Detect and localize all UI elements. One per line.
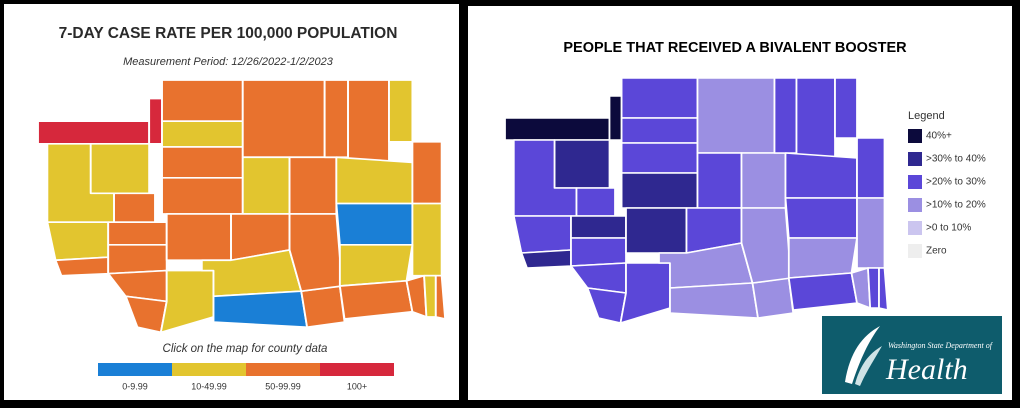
legend-swatch (908, 244, 922, 258)
county (696, 77, 776, 154)
county[interactable] (148, 97, 163, 145)
logo-leaf (855, 346, 882, 386)
legend-swatch (908, 152, 922, 166)
county (787, 272, 858, 311)
county (570, 237, 627, 267)
county[interactable] (241, 156, 291, 215)
legend-swatch (908, 129, 922, 143)
booster-legend: 40%+ >30% to 40% >20% to 30% >10% to 20% >0 … (908, 129, 986, 258)
county[interactable] (46, 221, 110, 262)
county[interactable] (54, 256, 110, 277)
county (856, 197, 886, 269)
county[interactable] (338, 243, 414, 287)
county[interactable] (323, 79, 349, 159)
left-title: 7-DAY CASE RATE PER 100,000 POPULATION (59, 25, 398, 42)
county (787, 237, 858, 279)
county (751, 277, 795, 319)
county (512, 215, 572, 254)
county (570, 215, 627, 239)
county (856, 137, 886, 199)
county[interactable] (423, 274, 437, 318)
county[interactable] (37, 120, 151, 145)
booster-map (504, 77, 889, 324)
county (608, 95, 623, 141)
county[interactable] (411, 140, 443, 205)
county (575, 187, 616, 217)
health-logo: Washington State Department of Health (822, 316, 1002, 394)
county (620, 172, 699, 209)
county[interactable] (288, 213, 344, 292)
county[interactable] (161, 79, 244, 123)
county (620, 142, 699, 174)
county[interactable] (212, 290, 309, 329)
legend-label: >10% to 20% (926, 200, 986, 211)
left-subtitle: Measurement Period: 12/26/2022-1/2/2023 (123, 56, 334, 68)
right-title: PEOPLE THAT RECEIVED A BIVALENT BOOSTER (563, 40, 907, 56)
legend-label: >20% to 30% (926, 177, 986, 188)
county (834, 77, 858, 139)
logo-line2: Health (885, 353, 968, 386)
county[interactable] (161, 146, 244, 179)
county (878, 267, 889, 311)
county (620, 117, 699, 144)
legend-swatch (908, 198, 922, 212)
legend-label: 100+ (347, 381, 367, 391)
county (669, 282, 759, 319)
county (625, 207, 688, 254)
case-rate-legend: 0-9.99 10-49.99 50-99.99 100+ (98, 363, 394, 391)
county (773, 77, 798, 154)
county[interactable] (335, 202, 414, 246)
legend-label: 0-9.99 (122, 381, 148, 391)
legend-label: 10-49.99 (191, 381, 227, 391)
county (740, 152, 787, 209)
legend-label: 40%+ (926, 131, 952, 142)
legend-swatch (908, 175, 922, 189)
county (696, 152, 743, 209)
legend-label: Zero (926, 246, 947, 257)
county[interactable] (347, 79, 390, 164)
county[interactable] (411, 202, 443, 277)
legend-swatch (320, 363, 394, 376)
county[interactable] (113, 192, 156, 223)
county[interactable] (241, 79, 326, 159)
legend-label: >30% to 40% (926, 154, 986, 165)
legend-swatch (98, 363, 172, 376)
county[interactable] (89, 143, 151, 195)
county[interactable] (338, 280, 414, 320)
county[interactable] (107, 221, 168, 246)
county[interactable] (165, 213, 232, 262)
case-rate-map (37, 79, 447, 334)
county (553, 139, 611, 189)
county[interactable] (388, 79, 414, 143)
county[interactable] (161, 177, 244, 215)
county[interactable] (335, 156, 414, 205)
county (740, 207, 792, 284)
county[interactable] (300, 285, 346, 329)
county[interactable] (107, 243, 168, 275)
county (784, 197, 858, 239)
legend-label: >0 to 10% (926, 223, 971, 234)
county (867, 267, 880, 309)
county (620, 77, 699, 119)
legend-swatch (246, 363, 320, 376)
county (784, 152, 858, 199)
legend-swatch (172, 363, 246, 376)
logo-leaf (845, 326, 880, 384)
legend-swatch (908, 221, 922, 235)
county (795, 77, 836, 159)
left-note: Click on the map for county data (163, 343, 328, 355)
legend-title: Legend (908, 110, 945, 122)
legend-label: 50-99.99 (265, 381, 301, 391)
county[interactable] (288, 156, 338, 215)
county (504, 117, 611, 141)
county (520, 249, 572, 269)
county[interactable] (161, 120, 244, 148)
county[interactable] (434, 274, 447, 320)
logo-line1: Washington State Department of (888, 341, 994, 350)
